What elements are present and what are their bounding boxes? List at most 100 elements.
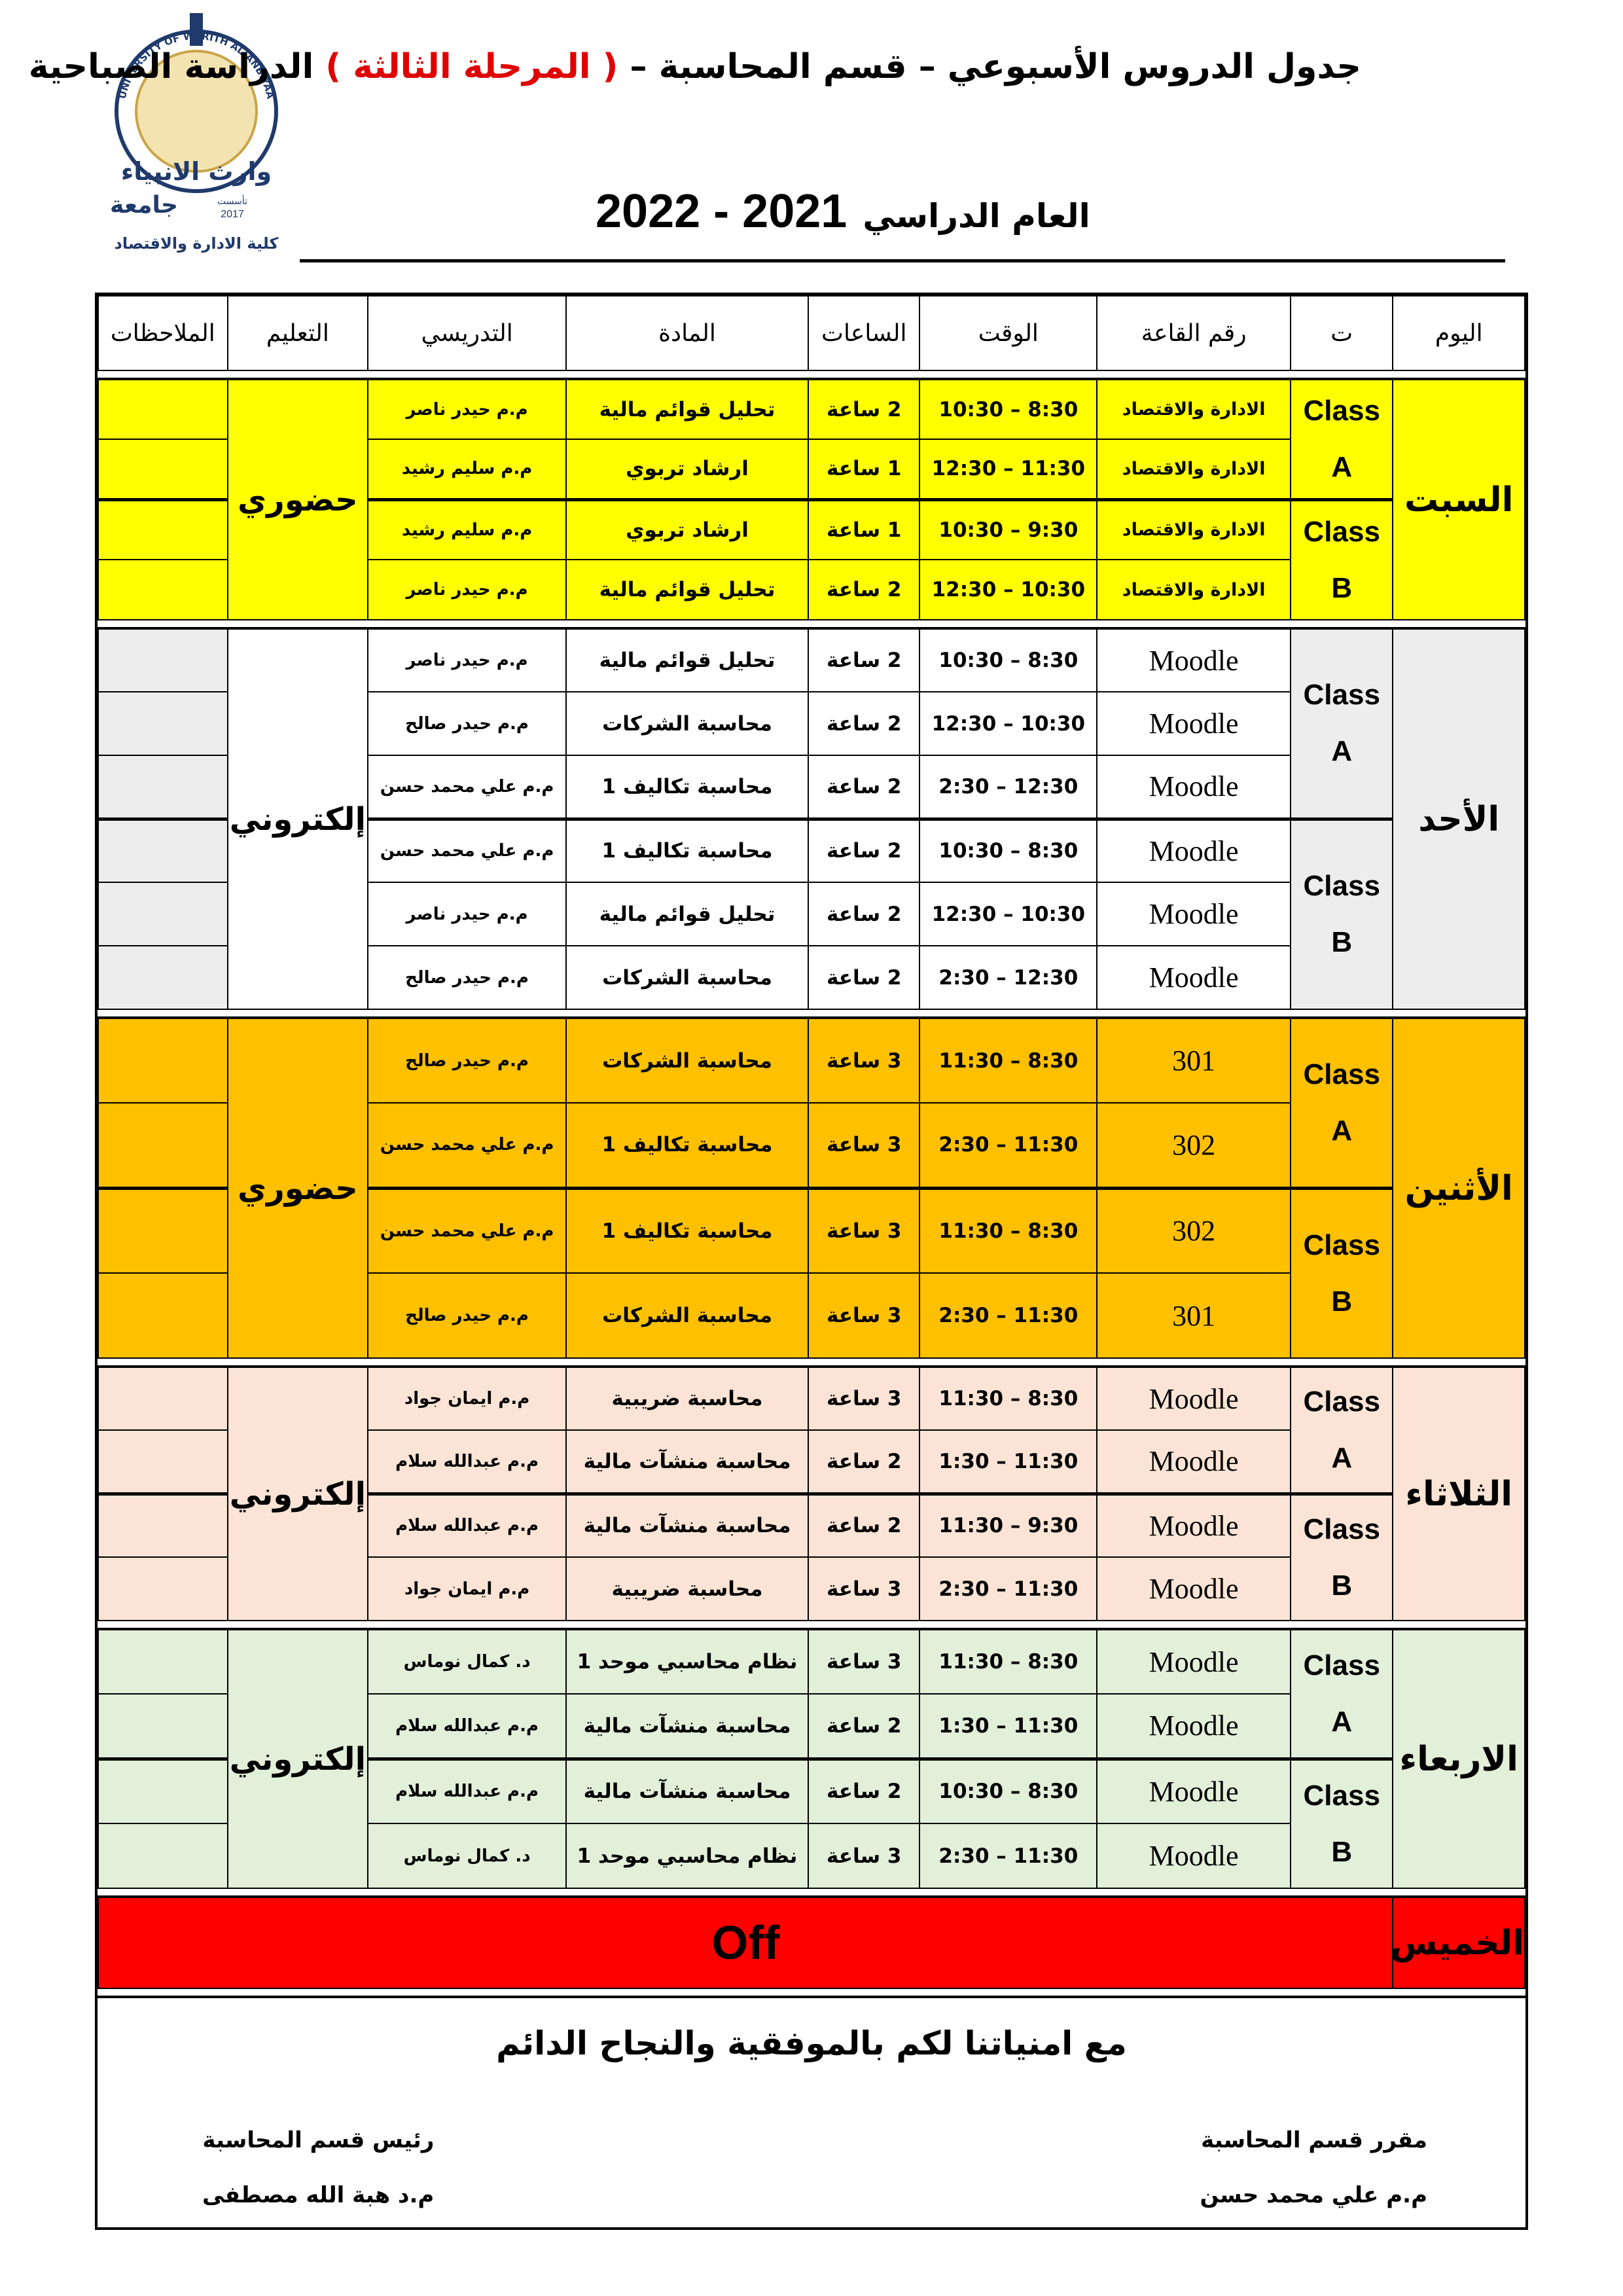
teacher-cell: د. كمال نوماس: [367, 1628, 567, 1695]
room-cell: Moodle: [1096, 1757, 1292, 1824]
notes-cell: [98, 1429, 228, 1494]
subject-cell: نظام محاسبي موحد 1: [565, 1628, 810, 1695]
hours-cell: 2 ساعة: [808, 628, 921, 692]
schedule-row: الأثنين Class A 301 8:30 – 11:30 3 ساعة محاسبة…: [98, 1017, 1525, 1359]
schedule-row: الادارة والاقتصاد 11:30 – 12:30 1 ساعة ارشا…: [98, 439, 1525, 500]
time-cell: 11:30 – 12:30: [919, 439, 1098, 500]
notes-cell: [98, 628, 228, 692]
room-cell: 302: [1096, 1102, 1292, 1189]
class-cell: Class A: [1290, 1628, 1394, 1759]
room-cell: Moodle: [1096, 1366, 1292, 1431]
logo-name: جامعة: [110, 192, 178, 219]
day-block: الخميس Off: [97, 1895, 1525, 1989]
teacher-cell: م.م سليم رشيد: [367, 439, 567, 500]
class-cell: Class B: [1290, 497, 1394, 620]
time-cell: 12:30 – 2:30: [919, 945, 1098, 1010]
notes-cell: [98, 1823, 228, 1889]
hours-cell: 2 ساعة: [808, 559, 921, 620]
teacher-cell: م.م ايمان جواد: [367, 1556, 567, 1621]
room-cell: الادارة والاقتصاد: [1096, 559, 1292, 620]
class-cell: Class B: [1290, 1492, 1394, 1621]
subject-cell: ارشاد تربوي: [565, 439, 810, 500]
notes-cell: [98, 945, 228, 1010]
logo-year: 2017: [221, 209, 244, 220]
hours-cell: 2 ساعة: [808, 945, 921, 1010]
hours-cell: 3 ساعة: [808, 1556, 921, 1621]
notes-cell: [98, 1492, 228, 1558]
time-cell: 11:30 – 2:30: [919, 1556, 1098, 1621]
mode-cell: إلكتروني: [226, 1628, 369, 1889]
hours-cell: 2 ساعة: [808, 817, 921, 883]
teacher-cell: م.م علي محمد حسن: [367, 1186, 567, 1274]
subject-cell: محاسبة تكاليف 1: [565, 1186, 810, 1274]
class-label: Class: [1303, 1385, 1380, 1418]
day-block: الثلاثاء Class A Moodle 8:30 – 11:30 3 ساعة مح…: [98, 1365, 1525, 1621]
year-label: العام الدراسي: [863, 197, 1090, 235]
subject-cell: تحليل قوائم مالية: [565, 628, 810, 692]
schedule-row: 302 11:30 – 2:30 3 ساعة محاسبة تكاليف 1 م.م …: [98, 1102, 1525, 1189]
teacher-cell: م.م ايمان جواد: [367, 1366, 567, 1431]
year-line: العام الدراسي 2021 - 2022: [596, 185, 1090, 238]
hours-cell: 2 ساعة: [808, 378, 921, 440]
class-label: Class: [1303, 394, 1380, 427]
subject-cell: نظام محاسبي موحد 1: [565, 1823, 810, 1889]
logo-core: [135, 50, 258, 173]
subject-cell: محاسبة تكاليف 1: [565, 1102, 810, 1189]
time-cell: 12:30 – 2:30: [919, 755, 1098, 819]
notes-cell: [98, 559, 228, 620]
class-group: B: [1331, 1835, 1353, 1868]
notes-cell: [98, 1556, 228, 1621]
day-block: الاربعاء Class A Moodle 8:30 – 11:30 3 ساعة نظ…: [98, 1628, 1525, 1889]
title-part: الدراسة الصباحية: [28, 47, 314, 86]
subject-cell: محاسبة ضريبية: [565, 1366, 810, 1431]
room-cell: Moodle: [1096, 628, 1292, 692]
teacher-cell: م.م حيدر صالح: [367, 691, 567, 756]
schedule-row: Class B الادارة والاقتصاد 9:30 – 10:30 1 ساع…: [98, 497, 1525, 620]
teacher-cell: م.م حيدر ناصر: [367, 628, 567, 692]
teacher-cell: م.م علي محمد حسن: [367, 817, 567, 883]
day-block: الأثنين Class A 301 8:30 – 11:30 3 ساعة محاسبة…: [98, 1016, 1525, 1359]
subject-cell: محاسبة ضريبية: [565, 1556, 810, 1621]
schedule-row: Moodle 11:30 – 2:30 3 ساعة محاسبة ضريبية م.م…: [98, 1556, 1525, 1621]
title-stage: ( المرحلة الثالثة ): [325, 47, 618, 86]
hours-cell: 3 ساعة: [808, 1823, 921, 1889]
column-header: رقم القاعة: [1096, 295, 1292, 371]
hours-cell: 2 ساعة: [808, 882, 921, 946]
room-cell: 301: [1096, 1017, 1292, 1103]
class-cell: Class B: [1290, 1186, 1394, 1359]
day-row: الخميس Off: [97, 1896, 1525, 1989]
subject-cell: تحليل قوائم مالية: [565, 378, 810, 440]
column-header: ت: [1290, 295, 1394, 371]
teacher-cell: م.م علي محمد حسن: [367, 1102, 567, 1189]
teacher-cell: م.م حيدر صالح: [367, 1017, 567, 1103]
room-cell: Moodle: [1096, 1693, 1292, 1759]
column-header: التعليم: [226, 295, 369, 371]
schedule-row: السبت Class A الادارة والاقتصاد 8:30 – 10:30…: [98, 378, 1525, 620]
subject-cell: ارشاد تربوي: [565, 497, 810, 560]
notes-cell: [98, 817, 228, 883]
hours-cell: 3 ساعة: [808, 1366, 921, 1431]
room-cell: Moodle: [1096, 1492, 1292, 1558]
sig-name: م.م علي محمد حسن: [1200, 2182, 1427, 2208]
notes-cell: [98, 1102, 228, 1189]
class-cell: Class B: [1290, 817, 1394, 1010]
notes-cell: [98, 755, 228, 819]
logo-founded: تأسست: [217, 194, 247, 207]
subject-cell: محاسبة الشركات: [565, 691, 810, 756]
hours-cell: 3 ساعة: [808, 1102, 921, 1189]
logo-college: كلية الادارة والاقتصاد: [115, 234, 279, 253]
class-group: B: [1331, 926, 1353, 959]
class-label: Class: [1303, 1779, 1380, 1812]
class-cell: Class A: [1290, 378, 1394, 500]
hours-cell: 2 ساعة: [808, 755, 921, 819]
mode-cell: حضوري: [226, 378, 369, 620]
notes-cell: [98, 1757, 228, 1824]
subject-cell: تحليل قوائم مالية: [565, 559, 810, 620]
day-cell: الأثنين: [1392, 1017, 1525, 1359]
notes-cell: [98, 1017, 228, 1103]
class-group: A: [1331, 1705, 1353, 1738]
rule: [300, 259, 1505, 262]
day-block: الأحد Class A Moodle 8:30 – 10:30 2 ساعة تحليل…: [98, 627, 1525, 1010]
column-header: الملاحظات: [98, 295, 228, 371]
teacher-cell: م.م عبدالله سلام: [367, 1492, 567, 1558]
